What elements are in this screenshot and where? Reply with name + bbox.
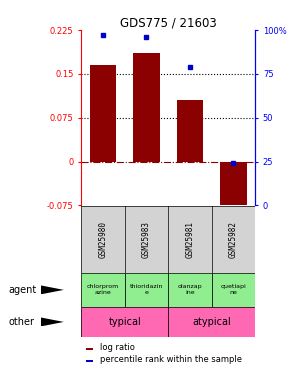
Polygon shape xyxy=(41,317,64,326)
Text: typical: typical xyxy=(108,317,141,327)
Text: percentile rank within the sample: percentile rank within the sample xyxy=(100,356,242,364)
Bar xyxy=(133,53,160,162)
Text: other: other xyxy=(9,317,35,327)
Bar xyxy=(168,307,255,337)
Text: quetiapi
ne: quetiapi ne xyxy=(221,285,246,295)
Text: GSM25980: GSM25980 xyxy=(98,221,108,258)
Title: GDS775 / 21603: GDS775 / 21603 xyxy=(120,17,217,30)
Bar xyxy=(90,65,116,162)
Text: agent: agent xyxy=(9,285,37,295)
Bar xyxy=(86,360,93,362)
Text: GSM25982: GSM25982 xyxy=(229,221,238,258)
Text: GSM25983: GSM25983 xyxy=(142,221,151,258)
Bar xyxy=(125,273,168,307)
Bar xyxy=(168,273,212,307)
Text: olanzap
ine: olanzap ine xyxy=(178,285,202,295)
Bar xyxy=(81,307,168,337)
Text: GSM25981: GSM25981 xyxy=(185,221,195,258)
Polygon shape xyxy=(41,285,64,294)
Bar xyxy=(86,348,93,350)
Bar xyxy=(220,162,246,206)
Text: atypical: atypical xyxy=(192,317,231,327)
Text: thioridazin
e: thioridazin e xyxy=(130,285,163,295)
Text: chlorprom
azine: chlorprom azine xyxy=(87,285,119,295)
Bar xyxy=(177,100,203,162)
Bar xyxy=(212,273,255,307)
Bar xyxy=(81,273,125,307)
Text: log ratio: log ratio xyxy=(100,343,135,352)
